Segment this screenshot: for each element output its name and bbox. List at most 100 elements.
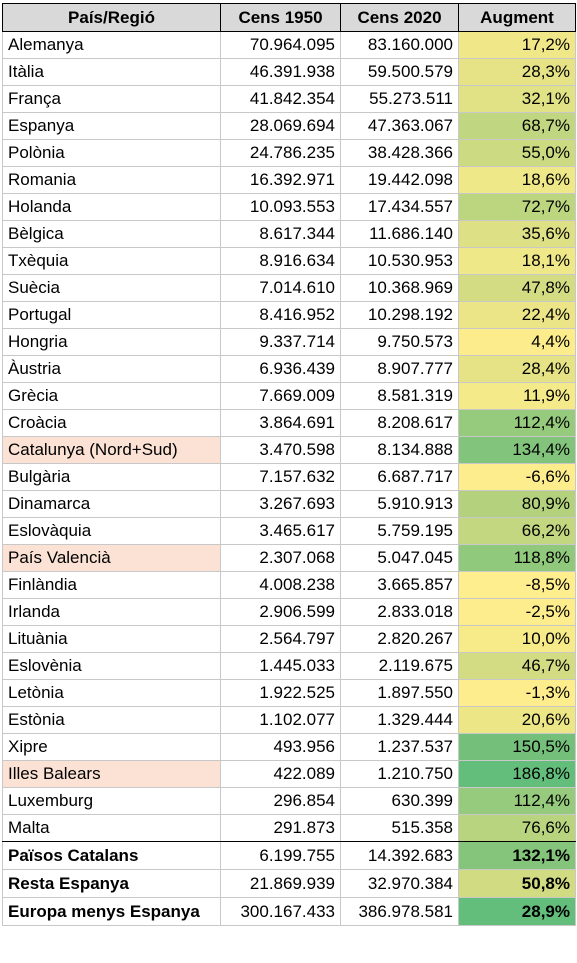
region-name: Hongria [2,328,221,356]
table-header: País/Regió Cens 1950 Cens 2020 Augment [2,3,576,32]
region-name: Holanda [2,193,221,221]
table-row: Grècia 7.669.009 8.581.319 11,9% [2,382,576,410]
census-1950-value: 6.199.755 [220,841,341,870]
census-2020-value: 9.750.573 [340,328,459,356]
census-1950-value: 6.936.439 [220,355,341,383]
increase-value: 20,6% [458,706,576,734]
table-row: País Valencià 2.307.068 5.047.045 118,8% [2,544,576,572]
census-1950-value: 1.102.077 [220,706,341,734]
region-name: Àustria [2,355,221,383]
census-1950-value: 2.564.797 [220,625,341,653]
increase-value: 186,8% [458,760,576,788]
table-body: Alemanya 70.964.095 83.160.000 17,2% Itàlia 4… [2,31,576,842]
region-name: Resta Espanya [2,869,221,898]
census-2020-value: 1.897.550 [340,679,459,707]
census-2020-value: 11.686.140 [340,220,459,248]
census-1950-value: 7.157.632 [220,463,341,491]
table-row: Catalunya (Nord+Sud) 3.470.598 8.134.888 13… [2,436,576,464]
increase-value: 18,6% [458,166,576,194]
census-1950-value: 3.864.691 [220,409,341,437]
table-row: Àustria 6.936.439 8.907.777 28,4% [2,355,576,383]
census-2020-value: 10.530.953 [340,247,459,275]
census-1950-value: 493.956 [220,733,341,761]
increase-value: 118,8% [458,544,576,572]
increase-value: -2,5% [458,598,576,626]
header-census-2020: Cens 2020 [340,3,459,32]
table-row: Xipre 493.956 1.237.537 150,5% [2,733,576,761]
table-row: Eslovàquia 3.465.617 5.759.195 66,2% [2,517,576,545]
census-1950-value: 296.854 [220,787,341,815]
census-1950-value: 70.964.095 [220,31,341,59]
header-row: País/Regió Cens 1950 Cens 2020 Augment [2,3,576,32]
table-row: Malta 291.873 515.358 76,6% [2,814,576,842]
census-1950-value: 2.906.599 [220,598,341,626]
increase-value: 68,7% [458,112,576,140]
region-name: Estònia [2,706,221,734]
increase-value: 28,9% [458,897,576,926]
table-row: Portugal 8.416.952 10.298.192 22,4% [2,301,576,329]
census-2020-value: 3.665.857 [340,571,459,599]
increase-value: -1,3% [458,679,576,707]
region-name: Finlàndia [2,571,221,599]
census-2020-value: 2.833.018 [340,598,459,626]
census-1950-value: 1.922.525 [220,679,341,707]
increase-value: 76,6% [458,814,576,842]
census-2020-value: 8.134.888 [340,436,459,464]
census-2020-value: 2.119.675 [340,652,459,680]
region-name: Txèquia [2,247,221,275]
census-2020-value: 17.434.557 [340,193,459,221]
census-2020-value: 2.820.267 [340,625,459,653]
increase-value: 4,4% [458,328,576,356]
region-name: Itàlia [2,58,221,86]
table-row: Itàlia 46.391.938 59.500.579 28,3% [2,58,576,86]
increase-value: 17,2% [458,31,576,59]
census-1950-value: 41.842.354 [220,85,341,113]
census-1950-value: 10.093.553 [220,193,341,221]
census-2020-value: 10.298.192 [340,301,459,329]
census-2020-value: 8.208.617 [340,409,459,437]
total-row: Resta Espanya 21.869.939 32.970.384 50,8% [2,869,576,898]
increase-value: 66,2% [458,517,576,545]
table-row: Bèlgica 8.617.344 11.686.140 35,6% [2,220,576,248]
census-1950-value: 7.669.009 [220,382,341,410]
table-row: Espanya 28.069.694 47.363.067 68,7% [2,112,576,140]
census-1950-value: 8.416.952 [220,301,341,329]
header-region: País/Regió [2,3,221,32]
census-2020-value: 32.970.384 [340,869,459,898]
total-row: Països Catalans 6.199.755 14.392.683 132,1% [2,841,576,870]
increase-value: 11,9% [458,382,576,410]
census-2020-value: 47.363.067 [340,112,459,140]
table-row: Holanda 10.093.553 17.434.557 72,7% [2,193,576,221]
census-2020-value: 630.399 [340,787,459,815]
census-1950-value: 4.008.238 [220,571,341,599]
region-name: Letònia [2,679,221,707]
increase-value: 10,0% [458,625,576,653]
table-row: Suècia 7.014.610 10.368.969 47,8% [2,274,576,302]
increase-value: 22,4% [458,301,576,329]
census-1950-value: 291.873 [220,814,341,842]
census-2020-value: 5.759.195 [340,517,459,545]
region-name: França [2,85,221,113]
census-1950-value: 1.445.033 [220,652,341,680]
table-row: Bulgària 7.157.632 6.687.717 -6,6% [2,463,576,491]
census-2020-value: 14.392.683 [340,841,459,870]
region-name: Malta [2,814,221,842]
census-1950-value: 24.786.235 [220,139,341,167]
census-2020-value: 59.500.579 [340,58,459,86]
increase-value: 112,4% [458,787,576,815]
increase-value: 72,7% [458,193,576,221]
region-name: Països Catalans [2,841,221,870]
region-name: Polònia [2,139,221,167]
increase-value: 32,1% [458,85,576,113]
increase-value: 28,3% [458,58,576,86]
increase-value: 134,4% [458,436,576,464]
increase-value: 18,1% [458,247,576,275]
census-2020-value: 83.160.000 [340,31,459,59]
table-row: Letònia 1.922.525 1.897.550 -1,3% [2,679,576,707]
region-name: País Valencià [2,544,221,572]
increase-value: 55,0% [458,139,576,167]
increase-value: 150,5% [458,733,576,761]
census-1950-value: 8.617.344 [220,220,341,248]
census-1950-value: 28.069.694 [220,112,341,140]
census-2020-value: 5.910.913 [340,490,459,518]
